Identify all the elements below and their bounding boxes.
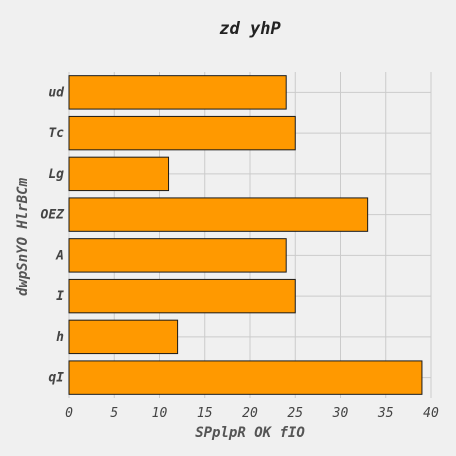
bar-ud (68, 75, 287, 110)
bar-Tc (68, 115, 296, 151)
bar-qI (68, 360, 423, 395)
x-tick-label: 35 (377, 406, 394, 421)
x-tick-label: 25 (287, 406, 303, 421)
bar-layer (68, 75, 423, 395)
bar-A (68, 238, 287, 273)
chart-title: zd yhP (219, 19, 281, 39)
x-axis-label: SPplpR OK fIO (195, 425, 305, 441)
y-tick-label: I (56, 289, 64, 304)
x-tick-label: 40 (423, 406, 439, 421)
y-tick-label: qI (48, 371, 64, 386)
x-tick-label: 0 (65, 406, 73, 421)
bar-Lg (68, 156, 170, 192)
bar-OEZ (68, 197, 369, 232)
y-axis-label: dwpSnYO HlrBCm (15, 177, 31, 296)
y-tick-label: h (56, 330, 64, 345)
x-tick-label: 10 (152, 406, 168, 421)
x-tick-label: 20 (242, 406, 258, 421)
y-tick-label: A (55, 248, 64, 263)
x-tick-label: 5 (110, 406, 118, 421)
y-tick-label: ud (48, 85, 65, 100)
y-tick-label: Lg (48, 167, 64, 182)
y-tick-label: OEZ (41, 208, 66, 223)
x-tick-label: 15 (197, 406, 213, 421)
bar-I (68, 278, 296, 314)
x-tick-label: 30 (332, 406, 349, 421)
x-tick-labels: 0 5 10 15 20 25 30 35 40 (65, 406, 439, 421)
y-tick-label: Tc (48, 126, 64, 141)
bar-h (68, 319, 179, 355)
y-tick-labels: ud Tc Lg OEZ A Ih qI (41, 85, 66, 385)
